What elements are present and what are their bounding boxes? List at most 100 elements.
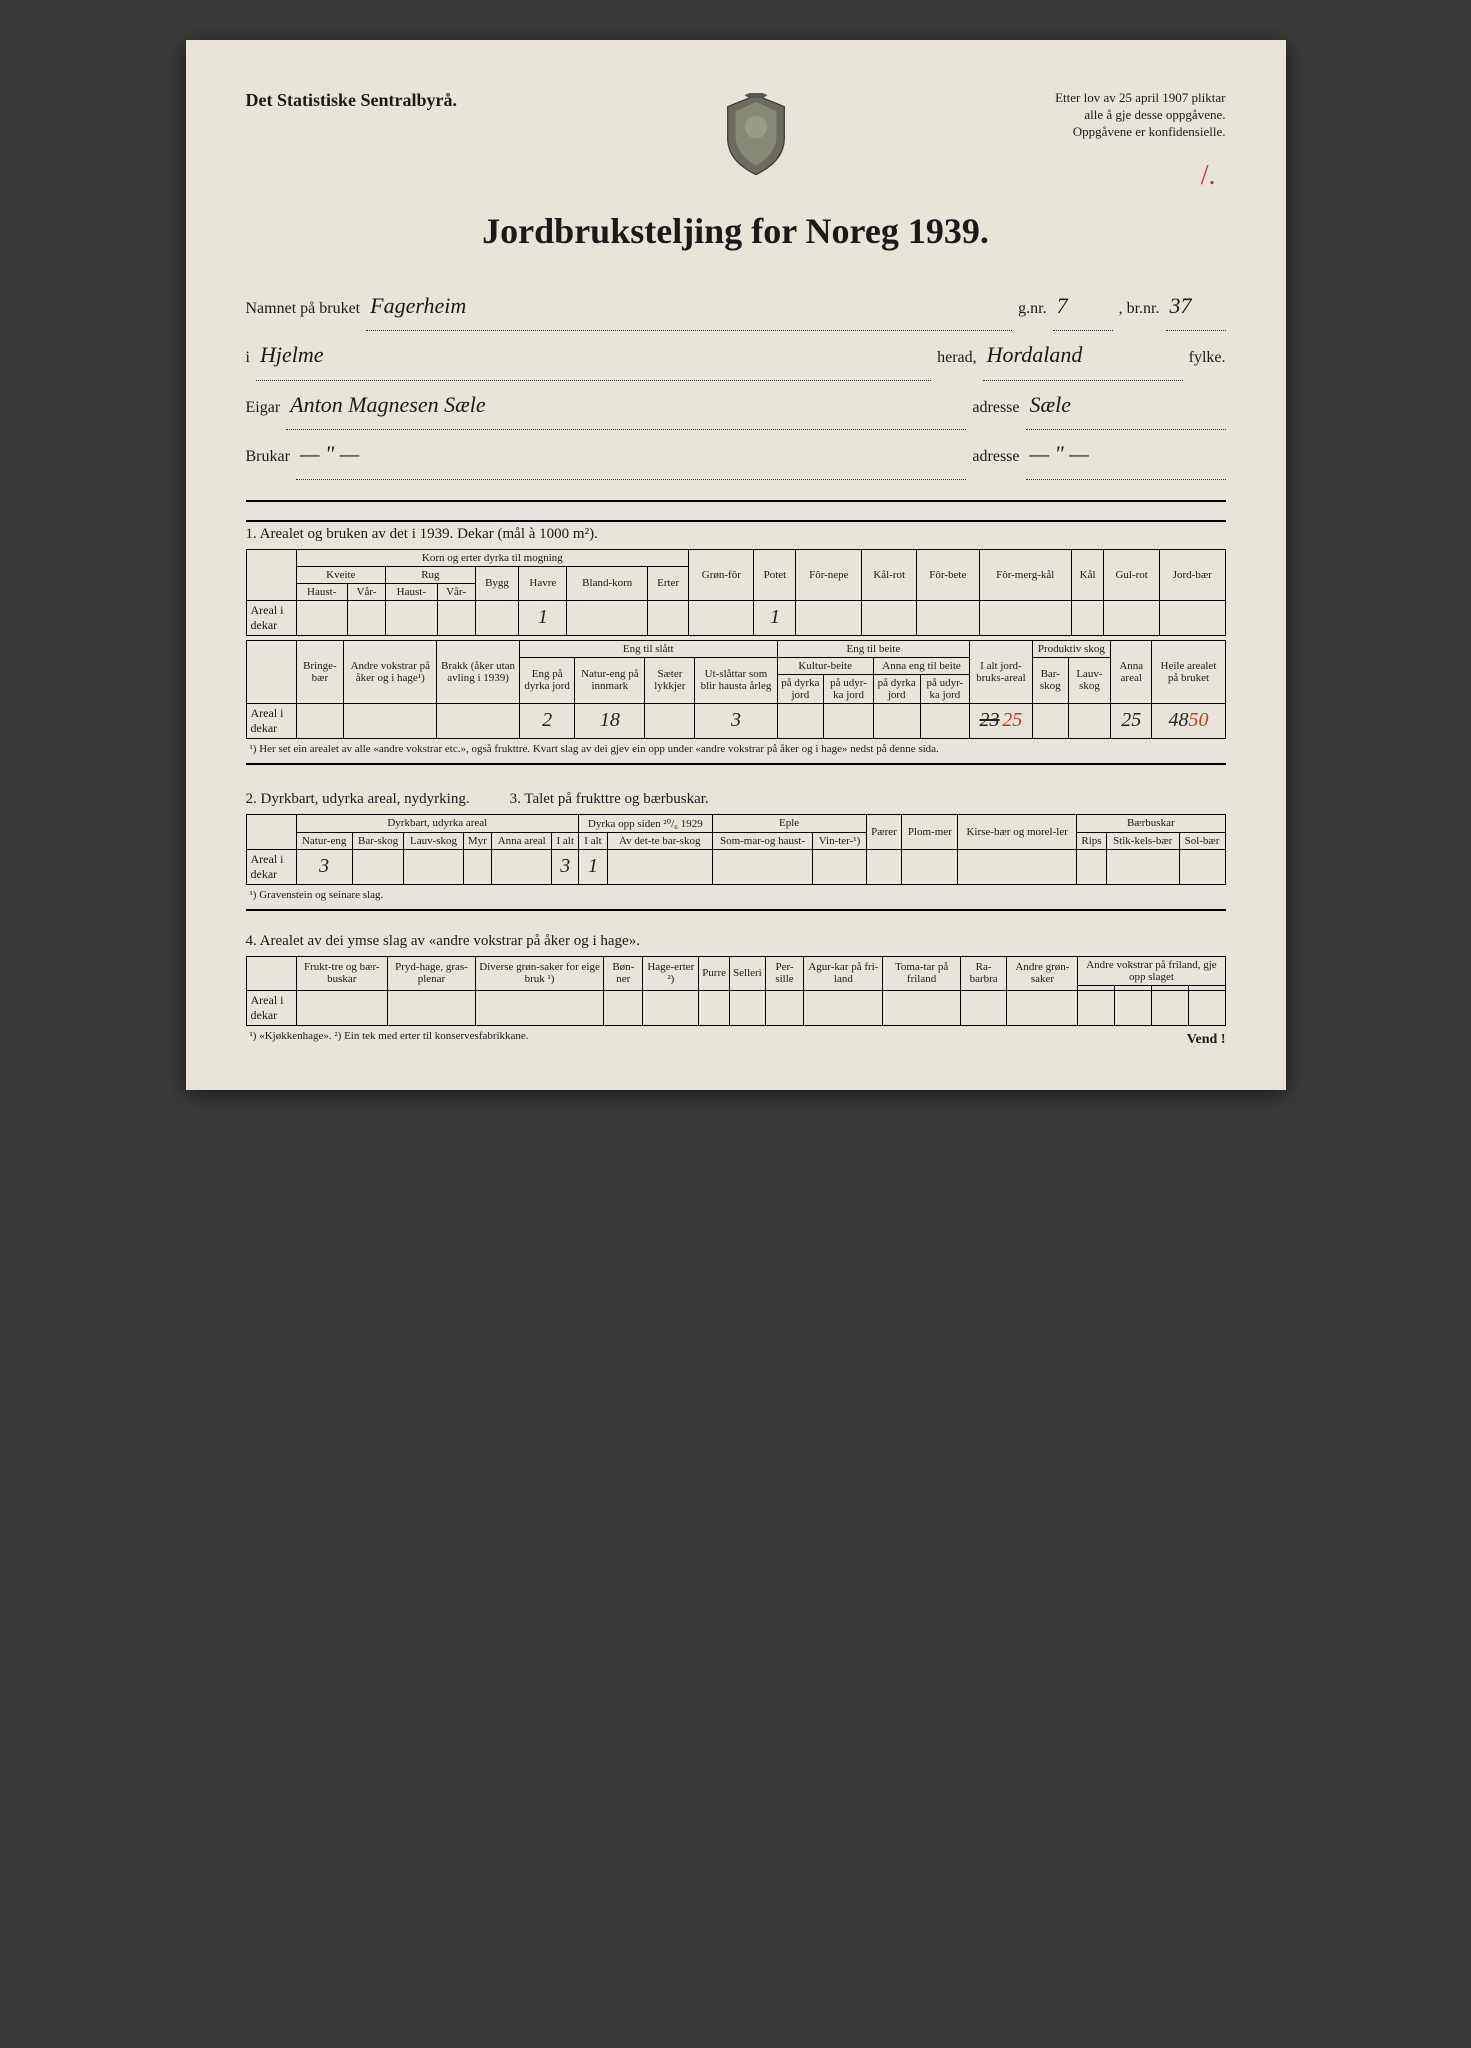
avbar: Av det-te bar-skog bbox=[607, 832, 712, 849]
rabarbra: Ra-barbra bbox=[960, 956, 1007, 990]
rips: Rips bbox=[1077, 832, 1107, 849]
legal-line2: alle å gje desse oppgåvene. bbox=[1055, 107, 1225, 124]
kv-var: Vår- bbox=[347, 583, 385, 600]
ab-dyrka: på dyrka jord bbox=[873, 674, 920, 703]
natureng2: Natur-eng bbox=[296, 832, 352, 849]
eng-dyrka: Eng på dyrka jord bbox=[519, 657, 575, 703]
rug-haust: Haust- bbox=[386, 583, 437, 600]
baerbuskar: Bærbuskar bbox=[1077, 814, 1225, 832]
blandkorn: Bland-korn bbox=[567, 566, 648, 600]
myr: Myr bbox=[463, 832, 491, 849]
bringebaer: Bringe-bær bbox=[296, 640, 344, 703]
note-4: ¹) «Kjøkkenhage». ²) Ein tek med erter t… bbox=[250, 1030, 529, 1042]
utslattar-val: 3 bbox=[695, 703, 777, 738]
header: Det Statistiske Sentralbyrå. Etter lov a… bbox=[246, 90, 1226, 180]
potet: Potet bbox=[754, 549, 796, 600]
vend: Vend ! bbox=[1187, 1032, 1226, 1050]
ialt-jord: I alt jord-bruks-areal bbox=[970, 640, 1032, 703]
legal-line3: Oppgåvene er konfidensielle. bbox=[1055, 124, 1225, 141]
natureng-innmark: Natur-eng på innmark bbox=[575, 657, 645, 703]
eigar-label: Eigar bbox=[246, 390, 281, 425]
kb-dyrka: på dyrka jord bbox=[777, 674, 824, 703]
kal: Kål bbox=[1071, 549, 1103, 600]
persille: Per-sille bbox=[765, 956, 804, 990]
eng-beite: Eng til beite bbox=[777, 640, 970, 657]
ialt-s2: I alt bbox=[552, 832, 579, 849]
andre-friland: Andre vokstrar på friland, gje opp slage… bbox=[1078, 956, 1225, 985]
anna-val: 25 bbox=[1111, 703, 1152, 738]
table-23: Dyrkbart, udyrka areal Dyrka opp siden ²… bbox=[246, 814, 1226, 885]
gronfor: Grøn-fôr bbox=[689, 549, 754, 600]
heile-cell: 4850 bbox=[1152, 703, 1225, 738]
agurkar: Agur-kar på fri-land bbox=[804, 956, 883, 990]
opp-ialt-val: 1 bbox=[579, 849, 608, 884]
brukar-adr: — " — bbox=[1026, 430, 1226, 479]
hageerter: Hage-erter ²) bbox=[643, 956, 699, 990]
rug: Rug bbox=[386, 566, 476, 583]
andre-vokstrar: Andre vokstrar på åker og i hage¹) bbox=[344, 640, 437, 703]
korn-group: Korn og erter dyrka til mogning bbox=[296, 549, 689, 566]
utslattar: Ut-slåttar som blir hausta årleg bbox=[695, 657, 777, 703]
rowlabel-1a: Areal i dekar bbox=[246, 600, 296, 635]
eple: Eple bbox=[712, 814, 866, 832]
gnr-value: 7 bbox=[1053, 282, 1113, 331]
eng-dyrka-val: 2 bbox=[519, 703, 575, 738]
prydhage: Pryd-hage, gras-plenar bbox=[388, 956, 476, 990]
i-label: i bbox=[246, 340, 250, 375]
adresse-label: adresse bbox=[972, 390, 1019, 425]
gulrot: Gul-rot bbox=[1104, 549, 1160, 600]
document-page: /. Det Statistiske Sentralbyrå. Etter lo… bbox=[186, 40, 1286, 1090]
saeter: Sæter lykkjer bbox=[645, 657, 695, 703]
plommer: Plom-mer bbox=[902, 814, 958, 849]
erter: Erter bbox=[648, 566, 689, 600]
bonner: Bøn-ner bbox=[604, 956, 643, 990]
andre-gron: Andre grøn-saker bbox=[1007, 956, 1078, 990]
bruket-value: Fagerheim bbox=[366, 282, 1012, 331]
lauvskog: Lauv-skog bbox=[1068, 657, 1110, 703]
sommar: Som-mar-og haust- bbox=[712, 832, 813, 849]
barskog: Bar-skog bbox=[1032, 657, 1068, 703]
anna2: Anna areal bbox=[492, 832, 552, 849]
anna-beite: Anna eng til beite bbox=[873, 657, 969, 674]
forbete: Fôr-bete bbox=[917, 549, 979, 600]
brukar-label: Brukar bbox=[246, 439, 290, 474]
dyrkbart-group: Dyrkbart, udyrka areal bbox=[296, 814, 579, 832]
table-1b: Bringe-bær Andre vokstrar på åker og i h… bbox=[246, 640, 1226, 739]
kv-haust: Haust- bbox=[296, 583, 347, 600]
prod-skog: Produktiv skog bbox=[1032, 640, 1110, 657]
herad-value: Hjelme bbox=[256, 331, 931, 380]
diverse: Diverse grøn-saker for eige bruk ¹) bbox=[475, 956, 603, 990]
legal-line1: Etter lov av 25 april 1907 pliktar bbox=[1055, 90, 1225, 107]
brnr-value: 37 bbox=[1166, 282, 1226, 331]
formergkal: Fôr-merg-kål bbox=[979, 549, 1071, 600]
bruket-label: Namnet på bruket bbox=[246, 291, 361, 326]
paerer: Pærer bbox=[866, 814, 902, 849]
barskog2: Bar-skog bbox=[352, 832, 404, 849]
section3-title: 3. Talet på frukttre og bærbuskar. bbox=[510, 787, 709, 808]
potet-val: 1 bbox=[754, 600, 796, 635]
vinter: Vin-ter-¹) bbox=[813, 832, 866, 849]
jordbaer: Jord-bær bbox=[1160, 549, 1225, 600]
bygg: Bygg bbox=[475, 566, 519, 600]
anna-areal: Anna areal bbox=[1111, 640, 1152, 703]
stikkels: Stik-kels-bær bbox=[1106, 832, 1179, 849]
kveite: Kveite bbox=[296, 566, 386, 583]
org-name: Det Statistiske Sentralbyrå. bbox=[246, 90, 457, 111]
herad-label: herad, bbox=[937, 340, 977, 375]
frukttre: Frukt-tre og bær-buskar bbox=[296, 956, 388, 990]
kalrot: Kål-rot bbox=[862, 549, 917, 600]
table-1a: Korn og erter dyrka til mogning Grøn-fôr… bbox=[246, 549, 1226, 636]
fornepe: Fôr-nepe bbox=[796, 549, 862, 600]
section2-title: 2. Dyrkbart, udyrka areal, nydyrking. bbox=[246, 787, 470, 808]
rowlabel-23: Areal i dekar bbox=[246, 849, 296, 884]
dyrka-opp: Dyrka opp siden ²⁰/₆ 1929 bbox=[579, 814, 712, 832]
ab-udyrka: på udyr-ka jord bbox=[920, 674, 970, 703]
purre: Purre bbox=[699, 956, 730, 990]
red-mark: /. bbox=[1201, 160, 1216, 192]
section1-title: 1. Arealet og bruken av det i 1939. Deka… bbox=[246, 520, 1226, 543]
table-4: Frukt-tre og bær-buskar Pryd-hage, gras-… bbox=[246, 956, 1226, 1026]
ialt-cell: 23 25 bbox=[970, 703, 1032, 738]
rowlabel-1b: Areal i dekar bbox=[246, 703, 296, 738]
legal-note: Etter lov av 25 april 1907 pliktar alle … bbox=[1055, 90, 1225, 141]
ialt2-val: 3 bbox=[552, 849, 579, 884]
